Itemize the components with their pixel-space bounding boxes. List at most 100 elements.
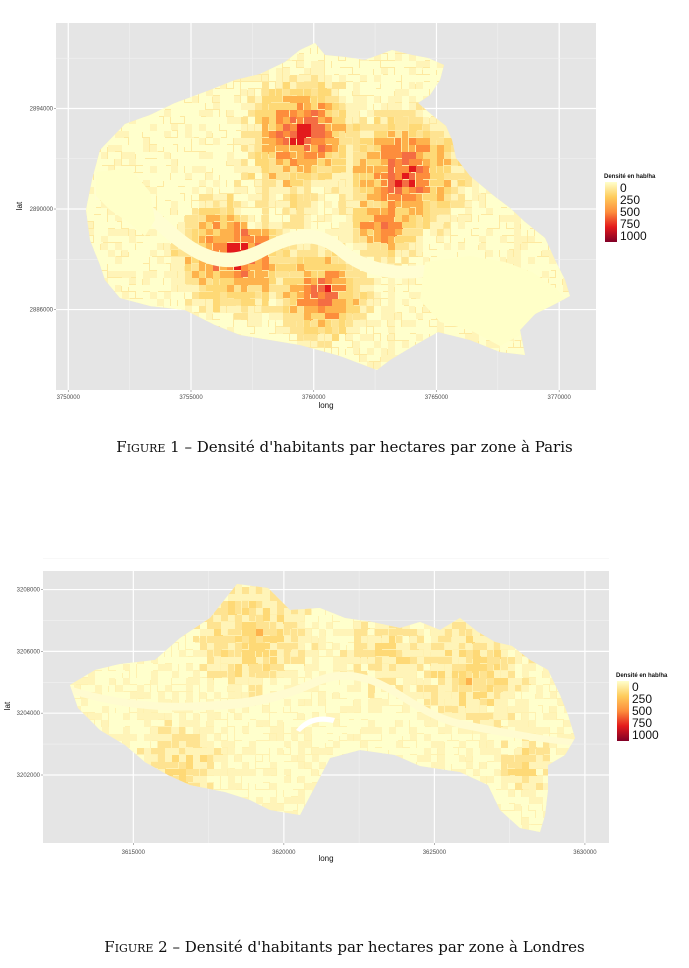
london-density-cell (298, 650, 307, 657)
london-density-cell (144, 664, 153, 673)
paris-density-cell (360, 180, 366, 188)
paris-density-cell (143, 166, 151, 174)
paris-density-cell (430, 124, 437, 133)
london-density-cell (88, 671, 96, 680)
paris-density-cell (388, 187, 394, 193)
paris-density-cell (283, 138, 289, 145)
paris-density-cell (164, 180, 172, 188)
paris-density-cell (339, 264, 347, 270)
paris-density-cell (430, 61, 439, 70)
london-density-cell (508, 699, 515, 706)
paris-density-cell (115, 278, 122, 286)
paris-density-cell (269, 201, 275, 207)
paris-density-cell (220, 313, 227, 320)
london-density-cell (354, 657, 360, 665)
paris-density-cell (157, 166, 165, 173)
paris-density-cell (416, 166, 425, 173)
paris-density-cell (311, 117, 318, 126)
paris-density-cell (339, 194, 345, 201)
paris-density-cell (136, 124, 145, 132)
paris-density-cell (283, 271, 289, 277)
london-density-cell (473, 699, 479, 706)
paris-density-cell (185, 285, 193, 293)
paris-density-cell (108, 152, 115, 159)
london-density-cell (144, 678, 150, 684)
paris-density-cell (136, 173, 145, 182)
paris-density-cell (283, 110, 289, 119)
paris-density-cell (297, 159, 306, 165)
paris-density-cell (108, 208, 117, 217)
paris-density-cell (339, 327, 347, 335)
london-density-cell (277, 636, 286, 642)
london-density-cell (228, 664, 234, 673)
paris-density-cell (318, 327, 325, 333)
paris-density-cell (283, 166, 290, 172)
paris-density-cell (262, 124, 268, 131)
london-density-cell (319, 650, 326, 656)
paris-density-cell (472, 201, 480, 208)
paris-density-cell (276, 75, 282, 82)
paris-density-cell (374, 362, 382, 369)
london-density-cell (186, 678, 195, 686)
paris-density-cell (563, 292, 570, 301)
london-density-cell (144, 706, 151, 714)
london-density-cell (347, 629, 354, 637)
paris-density-cell (171, 145, 177, 152)
london-density-cell (333, 699, 341, 706)
paris-density-cell (269, 173, 277, 179)
paris-density-cell (241, 131, 250, 138)
paris-density-cell (521, 264, 529, 270)
paris-density-cell (444, 180, 451, 189)
paris-density-cell (276, 271, 285, 277)
london-density-cell (305, 608, 311, 615)
paris-density-cell (185, 201, 191, 210)
london-density-cell (277, 643, 284, 649)
paris-density-cell (381, 327, 389, 335)
paris-density-cell (171, 180, 178, 188)
london-density-cell (438, 643, 444, 651)
paris-density-cell (304, 54, 311, 61)
paris-density-cell (171, 278, 179, 285)
paris-density-cell (367, 355, 374, 361)
london-density-cell (312, 657, 320, 665)
paris-density-cell (248, 89, 254, 96)
london-density-cell (417, 685, 423, 693)
paris-density-cell (164, 152, 170, 161)
paris-density-cell (241, 89, 247, 98)
paris-density-cell (395, 215, 402, 223)
london-density-cell (459, 685, 466, 692)
paris-density-cell (388, 145, 395, 154)
london-density-cell (312, 664, 319, 672)
paris-density-cell (94, 159, 102, 168)
paris-density-cell (136, 271, 145, 279)
paris-density-cell (171, 138, 179, 144)
paris-density-cell (192, 96, 198, 103)
paris-density-cell (269, 271, 275, 278)
london-density-cell (235, 594, 242, 602)
paris-density-cell (353, 110, 359, 117)
paris-density-cell (465, 173, 472, 182)
paris-density-cell (381, 103, 387, 111)
london-density-cell (284, 608, 291, 615)
london-density-cell (284, 685, 292, 692)
paris-density-cell (283, 327, 290, 333)
london-density-cell (515, 678, 522, 685)
paris-density-cell (332, 68, 339, 74)
london-density-cell (354, 622, 362, 630)
paris-density-cell (402, 334, 410, 340)
paris-density-cell (304, 194, 310, 201)
paris-density-cell (262, 194, 271, 201)
paris-density-cell (437, 61, 444, 70)
paris-density-cell (122, 152, 129, 161)
london-density-cell (263, 615, 270, 621)
paris-density-cell (346, 264, 352, 270)
paris-density-cell (220, 292, 228, 300)
paris-density-cell (206, 292, 213, 299)
london-density-cell (501, 685, 508, 691)
paris-density-cell (220, 166, 227, 174)
paris-density-cell (479, 236, 488, 242)
paris-density-cell (150, 299, 157, 308)
london-density-cell (291, 671, 299, 678)
paris-density-cell (248, 215, 254, 223)
paris-density-cell (430, 229, 438, 236)
